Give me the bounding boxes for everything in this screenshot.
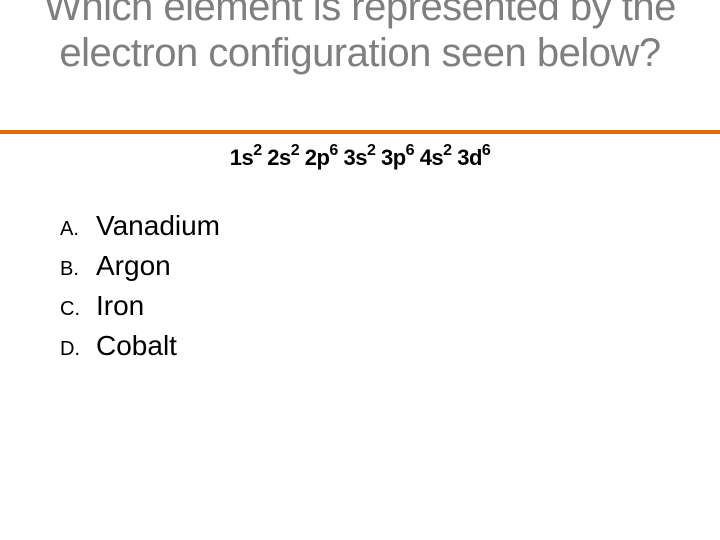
config-term: 2p6 <box>305 145 338 170</box>
option-c: C. Iron <box>60 290 220 322</box>
config-super: 2 <box>443 142 451 159</box>
question-title: Which element is represented by the elec… <box>30 0 690 76</box>
option-text: Iron <box>96 290 144 322</box>
option-b: B. Argon <box>60 250 220 282</box>
question-title-area: Which element is represented by the elec… <box>0 0 720 76</box>
config-shell: 3d <box>457 145 482 170</box>
config-term: 3p6 <box>381 145 414 170</box>
config-term: 1s2 <box>230 145 262 170</box>
config-shell: 2s <box>267 145 290 170</box>
title-underline <box>0 130 720 134</box>
config-super: 6 <box>406 142 414 159</box>
option-text: Argon <box>96 250 171 282</box>
option-d: D. Cobalt <box>60 330 220 362</box>
option-text: Cobalt <box>96 330 177 362</box>
answer-options: A. Vanadium B. Argon C. Iron D. Cobalt <box>60 210 220 370</box>
config-super: 2 <box>291 142 299 159</box>
config-shell: 3s <box>343 145 366 170</box>
config-super: 2 <box>367 142 375 159</box>
config-shell: 1s <box>230 145 253 170</box>
config-super: 2 <box>253 142 261 159</box>
config-term: 3d6 <box>457 145 490 170</box>
option-letter: C. <box>60 298 96 321</box>
config-shell: 4s <box>420 145 443 170</box>
config-shell: 3p <box>381 145 406 170</box>
config-super: 6 <box>329 142 337 159</box>
option-letter: D. <box>60 338 96 361</box>
config-term: 2s2 <box>267 145 299 170</box>
option-letter: B. <box>60 258 96 281</box>
config-term: 4s2 <box>420 145 452 170</box>
option-text: Vanadium <box>96 210 220 242</box>
option-letter: A. <box>60 218 96 241</box>
config-shell: 2p <box>305 145 330 170</box>
config-term: 3s2 <box>343 145 375 170</box>
config-super: 6 <box>482 142 490 159</box>
option-a: A. Vanadium <box>60 210 220 242</box>
electron-configuration: 1s2 2s2 2p6 3s2 3p6 4s2 3d6 <box>0 144 720 171</box>
